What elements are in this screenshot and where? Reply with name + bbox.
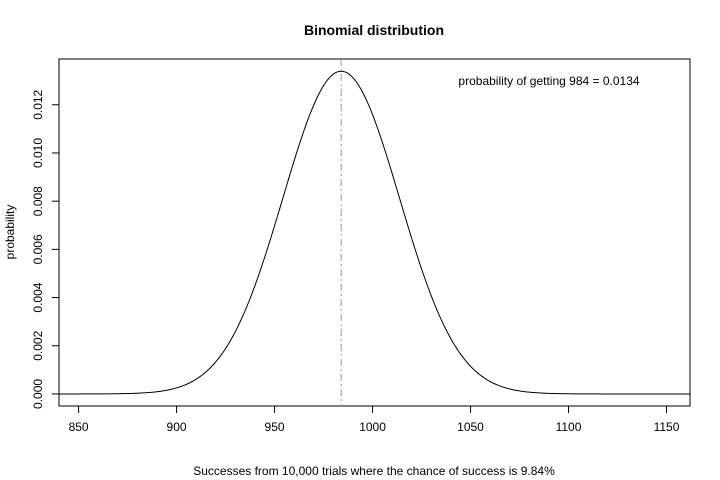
y-tick-label: 0.000 [31,379,45,409]
y-tick-label: 0.006 [31,234,45,264]
peak-annotation: probability of getting 984 = 0.0134 [458,74,639,88]
y-axis-label: probability [3,205,17,260]
data-point [392,162,393,163]
data-point [509,386,510,387]
y-tick-label: 0.012 [31,89,45,119]
data-point [176,389,177,390]
data-point [294,181,295,182]
data-point [254,299,255,300]
x-tick-label: 1150 [654,420,680,434]
data-point [490,379,491,380]
x-tick-label: 1000 [359,420,386,434]
data-point [313,116,314,117]
x-axis: 850 900 950 1000 1050 1100 1150 [69,406,680,434]
y-tick-label: 0.004 [31,282,45,312]
data-point [411,222,412,223]
density-curve [59,70,690,395]
data-point [450,328,451,329]
data-point [470,360,471,361]
x-tick-label: 950 [265,420,285,434]
y-tick-label: 0.010 [31,138,45,168]
x-tick-label: 900 [167,420,187,434]
chart-title: Binomial distribution [304,22,444,38]
y-tick-label: 0.008 [31,186,45,216]
data-point [333,75,334,76]
data-point [372,107,373,108]
data-point [235,340,236,341]
x-axis-label: Successes from 10,000 trials where the c… [193,464,555,478]
plot-frame [58,58,691,407]
data-point [215,367,216,368]
data-point [431,283,432,284]
y-axis: 0.000 0.002 0.004 0.006 0.008 0.010 0.012 [31,89,59,409]
data-point [196,381,197,382]
x-tick-label: 850 [69,420,89,434]
y-tick-label: 0.002 [31,330,45,360]
x-tick-label: 1100 [556,420,582,434]
data-point [274,246,275,247]
data-point [352,75,353,76]
plot-area [59,59,690,406]
x-tick-label: 1050 [457,420,484,434]
